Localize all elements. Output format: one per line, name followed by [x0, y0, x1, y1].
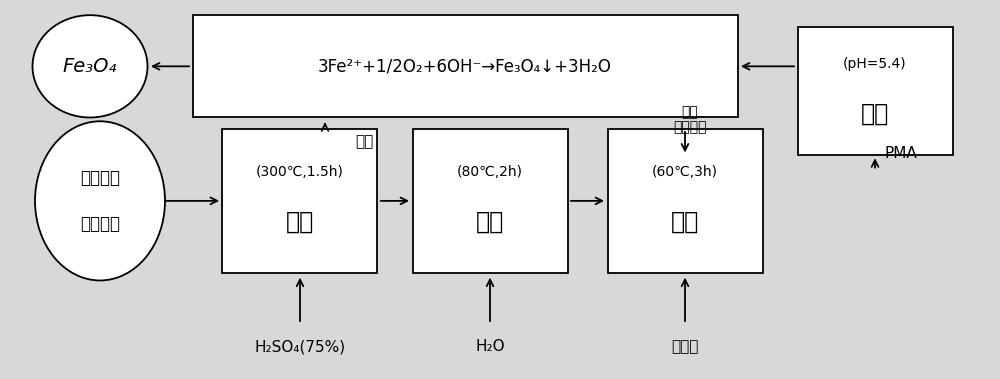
Text: 醐铁尾矿: 醐铁尾矿 — [80, 215, 120, 233]
Text: 还原: 还原 — [671, 210, 699, 234]
Text: Fe₃O₄: Fe₃O₄ — [63, 57, 117, 76]
Text: 酸浸: 酸浸 — [476, 210, 504, 234]
Text: (300℃,1.5h): (300℃,1.5h) — [256, 166, 344, 179]
Text: PMA: PMA — [885, 146, 918, 161]
FancyBboxPatch shape — [608, 129, 763, 273]
Text: 3Fe²⁺+1/2O₂+6OH⁻→Fe₃O₄↓+3H₂O: 3Fe²⁺+1/2O₂+6OH⁻→Fe₃O₄↓+3H₂O — [318, 57, 612, 75]
FancyBboxPatch shape — [222, 129, 377, 273]
FancyBboxPatch shape — [798, 27, 952, 155]
Text: 净化: 净化 — [861, 102, 889, 126]
Text: 熟化: 熟化 — [286, 210, 314, 234]
Text: 硫酸亚铁: 硫酸亚铁 — [673, 120, 707, 134]
Text: 溶液: 溶液 — [682, 105, 698, 119]
Text: (60℃,3h): (60℃,3h) — [652, 166, 718, 179]
Text: 还原剂: 还原剂 — [671, 339, 699, 354]
Ellipse shape — [35, 121, 165, 280]
Text: (80℃,2h): (80℃,2h) — [457, 166, 523, 179]
Ellipse shape — [32, 15, 148, 117]
Text: H₂O: H₂O — [475, 339, 505, 354]
Text: H₂SO₄(75%): H₂SO₄(75%) — [254, 339, 346, 354]
Text: 空气: 空气 — [355, 135, 373, 150]
FancyBboxPatch shape — [413, 129, 568, 273]
Text: (pH=5.4): (pH=5.4) — [843, 58, 907, 71]
FancyBboxPatch shape — [192, 15, 738, 117]
Text: 制酸烧渣: 制酸烧渣 — [80, 169, 120, 187]
